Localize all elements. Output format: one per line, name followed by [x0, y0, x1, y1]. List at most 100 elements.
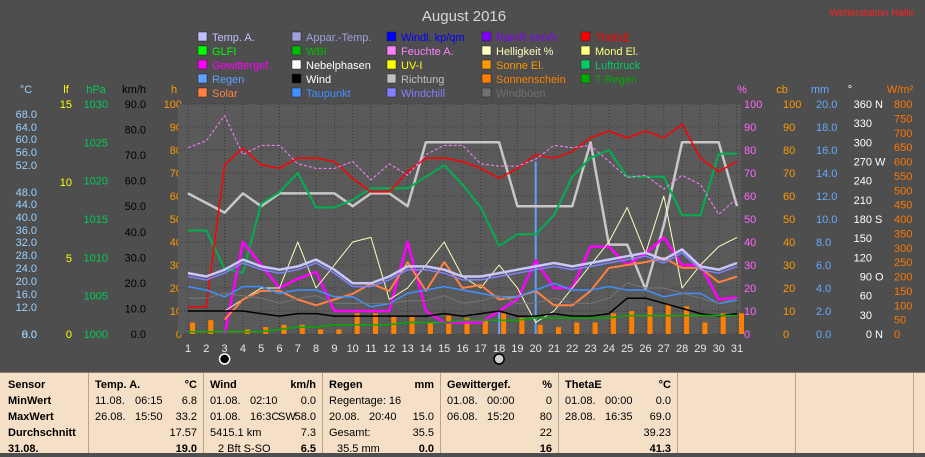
wind-max-value: 58.0 — [294, 411, 316, 423]
thetae-avg-value: 39.23 — [643, 427, 671, 439]
storm-min-value: 0 — [545, 395, 552, 407]
weather-chart: August 2016 Wetterstation Halle Temp. A.… — [16, 8, 915, 365]
series-line-wind — [188, 297, 738, 317]
legend-label: Luftdruck — [595, 60, 641, 72]
sunshine-bar — [409, 315, 415, 334]
day-label: 7 — [295, 343, 301, 355]
axis-tick-kmh: 80.0 — [125, 125, 146, 137]
axis-tick-mm: 8.0 — [816, 237, 831, 249]
axis-tick-celsius: 16.0 — [16, 289, 37, 301]
rain-max-time: 20:40 — [369, 411, 397, 423]
axis-tick-hpa: 1010 — [84, 252, 108, 264]
legend-swatch — [291, 73, 302, 84]
axis-tick-kmh: 50.0 — [125, 201, 146, 213]
series-line-tempA — [187, 248, 738, 285]
day-label: 27 — [658, 343, 670, 355]
legend-label: Mond El. — [595, 46, 638, 58]
day-label: 31 — [731, 343, 743, 355]
axis-tick-mm: 6.0 — [816, 260, 831, 272]
sunshine-bar — [501, 313, 507, 334]
legend-swatch — [580, 31, 591, 42]
axis-tick-deg: 150 — [854, 233, 872, 245]
legend-label: Appar.-Temp. — [306, 32, 371, 44]
day-label: 9 — [331, 343, 337, 355]
axis-tick-celsius: 40.0 — [16, 212, 37, 224]
axis-tick-celsius: 0.0 — [22, 329, 37, 341]
axis-tick-percent: 10 — [744, 306, 756, 318]
axis-compass-dir: S — [875, 214, 882, 226]
legend-label: RainR mm/h — [496, 32, 557, 44]
axis-tick-kmh: 10.0 — [125, 303, 146, 315]
legend-label: Feuchte A. — [401, 46, 454, 58]
legend-swatch — [386, 73, 397, 84]
rain-max-value: 15.0 — [412, 411, 434, 423]
axis-tick-kmh: 90.0 — [125, 99, 146, 111]
sunshine-bar — [629, 311, 635, 334]
axis-tick-celsius: 20.0 — [16, 276, 37, 288]
row-label-sensor: Sensor — [8, 379, 46, 391]
sunshine-bar — [354, 313, 360, 334]
rain-today-label: 35.5 mm — [337, 443, 380, 455]
station-link[interactable]: Wetterstation Halle — [830, 8, 915, 19]
axis-tick-cb: 40 — [783, 237, 795, 249]
day-label: 23 — [584, 343, 596, 355]
legend-swatch — [197, 31, 208, 42]
day-label: 26 — [639, 343, 651, 355]
axis-unit-hpa: hPa — [86, 84, 106, 96]
axis-tick-wm2: 350 — [894, 228, 912, 240]
axis-tick-mm: 16.0 — [816, 145, 837, 157]
axis-unit-celsius: °C — [20, 84, 32, 96]
day-label: 24 — [603, 343, 615, 355]
axis-tick-cb: 100 — [783, 99, 801, 111]
axis-tick-deg: 270 — [854, 157, 872, 169]
legend-swatch — [481, 31, 492, 42]
axis-tick-mm: 2.0 — [816, 306, 831, 318]
axis-tick-wm2: 750 — [894, 113, 912, 125]
x-axis-days: 1 2 3 4 5 6 7 8 9 10 11 12 13 14 15 16 17 18 19 20 21 22 23 24 2… — [185, 343, 743, 365]
axis-tick-celsius: 60.0 — [16, 134, 37, 146]
axis-tick-cb: 90 — [783, 122, 795, 134]
row-label-avg: Durchschnitt — [8, 427, 76, 439]
series-line-taupunkt — [187, 282, 738, 308]
temp-min-date: 11.08. — [95, 395, 125, 407]
day-label: 29 — [694, 343, 706, 355]
legend-swatch — [386, 31, 397, 42]
line-series — [187, 115, 739, 335]
axis-tick-celsius: 36.0 — [16, 225, 37, 237]
day-label: 28 — [676, 343, 688, 355]
rain-max-date: 20.08. — [329, 411, 360, 423]
axis-tick-cb: 50 — [783, 214, 795, 226]
day-label: 20 — [530, 343, 542, 355]
legend-swatch — [386, 59, 397, 70]
sunshine-bar — [318, 329, 324, 334]
day-label: 3 — [222, 343, 228, 355]
axis-tick-cb: 10 — [783, 306, 795, 318]
stats-row-labels: Sensor MinWert MaxWert Durchschnitt 31.0… — [0, 373, 89, 455]
day-label: 13 — [401, 343, 413, 355]
wind-max-dir: SW — [278, 411, 296, 423]
new-moon-icon — [218, 353, 231, 365]
temp-avg-value: 17.57 — [169, 427, 197, 439]
axis-unit-lf: lf — [63, 84, 69, 96]
day-label: 21 — [548, 343, 560, 355]
axis-tick-cb: 20 — [783, 283, 795, 295]
axis-tick-lf: 15 — [60, 99, 72, 111]
axis-tick-cb: 0 — [783, 329, 789, 341]
legend-swatch — [580, 59, 591, 70]
chart-title: August 2016 — [422, 8, 506, 25]
axis-tick-mm: 20.0 — [816, 99, 837, 111]
legend-label: T Regen — [595, 74, 637, 86]
sunshine-bar — [336, 329, 342, 334]
axis-tick-celsius: 8.0 — [22, 329, 37, 341]
day-label: 18 — [493, 343, 505, 355]
axis-tick-percent: 80 — [744, 145, 756, 157]
legend-label: ThetaE — [595, 32, 630, 44]
full-moon-icon — [493, 353, 505, 365]
wind-unit: km/h — [290, 379, 316, 391]
legend-swatch — [291, 31, 302, 42]
legend-swatch — [481, 59, 492, 70]
sunshine-bar — [592, 322, 598, 334]
stats-wind: Wind km/h 01.08. 02:10 0.0 01.08. 16:3C SW 58.… — [204, 373, 323, 455]
legend-label: Sonnenschein — [496, 74, 566, 86]
legend-label: Nebelphasen — [306, 60, 371, 72]
